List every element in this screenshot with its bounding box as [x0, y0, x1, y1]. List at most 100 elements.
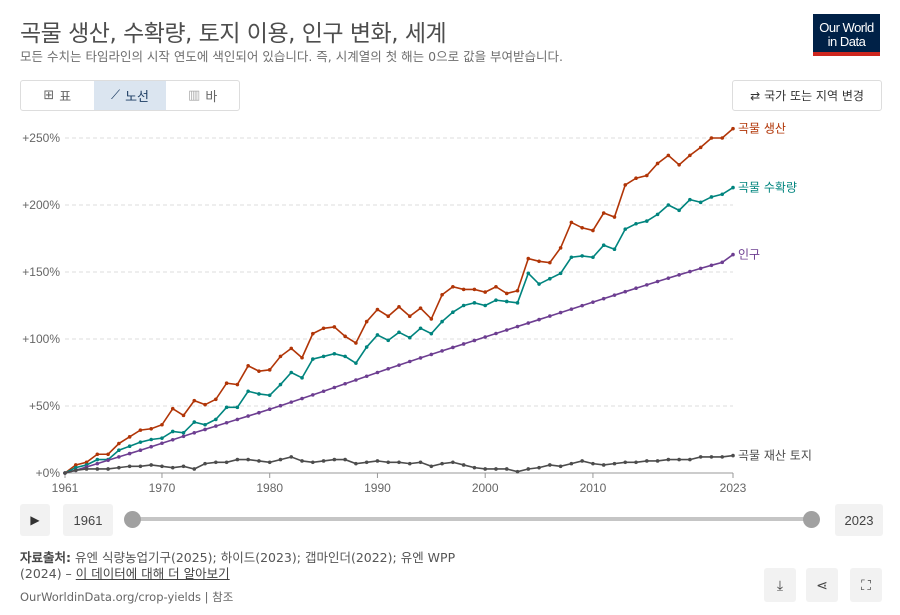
tab-line[interactable]: ⟋ 노선 — [93, 81, 167, 110]
data-point — [149, 444, 153, 449]
data-point — [483, 467, 487, 471]
data-point — [289, 370, 294, 375]
owid-logo[interactable]: Our World in Data — [813, 14, 880, 56]
data-point — [720, 260, 725, 265]
data-point — [203, 422, 207, 427]
data-point — [246, 389, 250, 394]
data-point — [214, 424, 218, 428]
data-point — [321, 354, 326, 359]
data-point — [548, 314, 552, 318]
source-url[interactable]: OurWorldinData.org/crop-yields | 참조 — [20, 590, 234, 604]
data-point — [601, 211, 606, 215]
timeline-end-year[interactable]: 2023 — [835, 504, 883, 536]
data-point — [257, 410, 261, 415]
tab-bar[interactable]: ▥ 바 — [166, 81, 239, 110]
data-point — [300, 376, 304, 380]
data-point — [666, 203, 671, 207]
data-point — [127, 444, 132, 449]
data-point — [418, 356, 423, 360]
data-point — [311, 393, 315, 397]
data-point — [386, 314, 391, 319]
data-point — [106, 467, 110, 471]
data-point — [634, 460, 638, 465]
data-point — [666, 457, 671, 462]
data-point — [160, 422, 164, 427]
data-point — [677, 208, 681, 213]
share-button[interactable]: ⋖ — [806, 568, 838, 602]
data-point — [429, 331, 434, 336]
data-point — [246, 414, 250, 418]
data-point — [289, 400, 294, 404]
data-point — [698, 200, 703, 205]
data-point — [655, 212, 660, 217]
data-point — [688, 457, 692, 462]
data-point — [246, 364, 250, 368]
data-point — [569, 307, 574, 311]
download-button[interactable]: ⤓ — [764, 568, 796, 602]
data-point — [149, 437, 153, 442]
y-tick-label: +250% — [22, 131, 60, 145]
data-point — [569, 220, 574, 225]
data-point — [601, 463, 606, 467]
data-point — [451, 284, 455, 289]
data-point — [311, 460, 315, 465]
data-point — [106, 452, 110, 457]
data-point — [451, 345, 455, 350]
data-point — [192, 431, 197, 435]
x-tick-label: 2010 — [580, 481, 607, 495]
data-point — [224, 405, 229, 410]
data-point — [515, 324, 520, 329]
change-country-button[interactable]: ⇄ 국가 또는 지역 변경 — [732, 80, 882, 111]
data-point — [526, 321, 531, 325]
line-chart-icon: ⟋ — [110, 88, 121, 103]
data-point — [321, 389, 326, 394]
chart-title: 곡물 생산, 수확량, 토지 이용, 인구 변화, 세계 — [20, 21, 447, 47]
data-point — [214, 417, 218, 422]
data-point — [407, 359, 412, 364]
series-label: 인구 — [738, 248, 760, 262]
play-button[interactable]: ▶ — [20, 504, 50, 536]
timeline-end-handle[interactable] — [803, 511, 820, 528]
data-point — [235, 382, 240, 387]
tab-table[interactable]: ⊞ 표 — [21, 81, 94, 110]
data-point — [214, 460, 218, 465]
data-point — [461, 287, 466, 292]
data-point — [720, 455, 725, 459]
fullscreen-button[interactable]: ⛶ — [850, 568, 882, 602]
data-point — [257, 369, 261, 373]
data-point — [138, 464, 143, 469]
data-point — [321, 326, 326, 331]
series-label: 곡물 재산 토지 — [738, 449, 812, 463]
data-point — [720, 136, 725, 140]
data-point — [440, 349, 444, 353]
data-point — [235, 457, 240, 462]
share-icon: ⋖ — [816, 576, 828, 593]
data-point — [558, 271, 563, 276]
timeline-track[interactable] — [132, 517, 812, 521]
data-point — [397, 363, 401, 367]
data-point — [267, 407, 272, 412]
data-point — [429, 352, 434, 357]
data-point — [364, 460, 369, 465]
timeline-start-handle[interactable] — [124, 511, 141, 528]
data-point — [343, 381, 347, 386]
learn-more-link[interactable]: 이 데이터에 대해 더 알아보기 — [75, 566, 230, 581]
data-point — [591, 300, 595, 304]
data-point — [267, 368, 272, 372]
y-tick-label: +50% — [29, 399, 60, 413]
data-point — [429, 317, 434, 321]
data-point — [440, 319, 444, 324]
y-tick-label: +150% — [22, 265, 60, 279]
data-point — [95, 467, 100, 471]
timeline-start-year[interactable]: 1961 — [63, 504, 113, 536]
data-point — [731, 185, 735, 190]
data-point — [494, 331, 498, 336]
data-point — [591, 228, 595, 233]
data-point — [709, 136, 714, 140]
data-point — [451, 310, 455, 314]
data-point — [515, 301, 520, 305]
series-line — [64, 128, 734, 474]
data-point — [601, 243, 606, 247]
data-point — [267, 393, 272, 398]
data-point — [569, 255, 574, 260]
